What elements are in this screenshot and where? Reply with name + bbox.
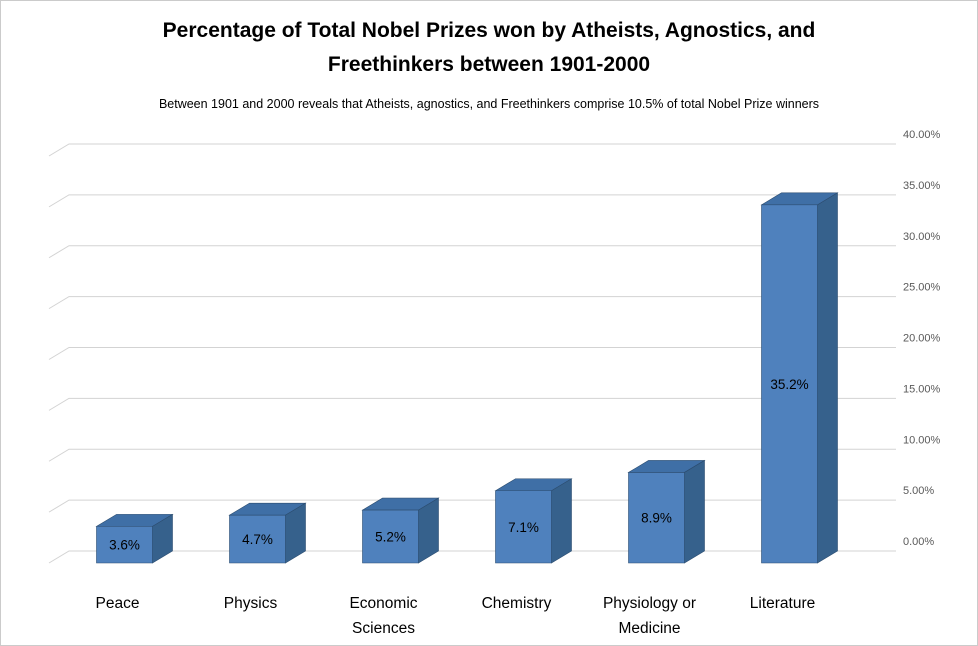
bar-chemistry [495, 490, 552, 564]
chart-title-line2: Freethinkers between 1901-2000 [327, 53, 651, 76]
bar-literature [761, 204, 818, 564]
y-axis-tick-label: 35.00% [903, 180, 941, 192]
data-label-peace: 3.6% [109, 538, 140, 553]
bar-side-face-chemistry [551, 478, 572, 564]
y-axis-tick-label: 30.00% [903, 231, 941, 243]
bar-physics [229, 514, 286, 564]
category-label-physics: Physics [224, 595, 278, 612]
gridline-5 [48, 499, 896, 513]
gridline-40 [48, 143, 896, 157]
gridline-20 [48, 347, 896, 360]
category-label-peace: Peace [96, 595, 140, 612]
y-axis-tick-label: 15.00% [903, 383, 941, 395]
chart-title: Percentage of Total Nobel Prizes won by … [1, 1, 977, 82]
chart-subtitle: Between 1901 and 2000 reveals that Athei… [158, 97, 820, 111]
gridline-30 [48, 245, 896, 259]
y-axis-tick-label: 10.00% [903, 434, 941, 446]
category-label-physiology-or-medicine: Medicine [618, 620, 680, 637]
data-label-economic-sciences: 5.2% [375, 530, 406, 545]
gridline-35 [48, 194, 896, 208]
bar-side-face-literature [817, 192, 838, 564]
bar-peace [96, 526, 153, 564]
gridline-15 [48, 397, 896, 411]
gridline-0 [48, 550, 896, 564]
data-label-physics: 4.7% [242, 532, 273, 547]
category-label-economic-sciences: Sciences [352, 620, 415, 637]
bar-physiology-or-medicine [628, 472, 685, 564]
category-label-economic-sciences: Economic [349, 595, 417, 612]
bar-side-face-physiology-or-medicine [684, 459, 705, 564]
y-axis-tick-label: 5.00% [903, 485, 934, 497]
y-axis-tick-label: 0.00% [903, 536, 934, 548]
data-label-physiology-or-medicine: 8.9% [641, 511, 672, 526]
gridline-25 [48, 296, 896, 310]
category-label-literature: Literature [750, 595, 815, 612]
data-label-literature: 35.2% [770, 377, 808, 392]
y-axis-tick-label: 20.00% [903, 333, 941, 345]
category-label-physiology-or-medicine: Physiology or [603, 595, 696, 612]
category-label-chemistry: Chemistry [482, 595, 552, 612]
gridline-10 [48, 448, 896, 462]
y-axis-tick-label: 25.00% [903, 282, 941, 294]
chart-title-line1: Percentage of Total Nobel Prizes won by … [162, 19, 816, 42]
bar-economic-sciences [362, 509, 419, 564]
data-label-chemistry: 7.1% [508, 520, 539, 535]
y-axis-tick-label: 40.00% [903, 129, 941, 141]
